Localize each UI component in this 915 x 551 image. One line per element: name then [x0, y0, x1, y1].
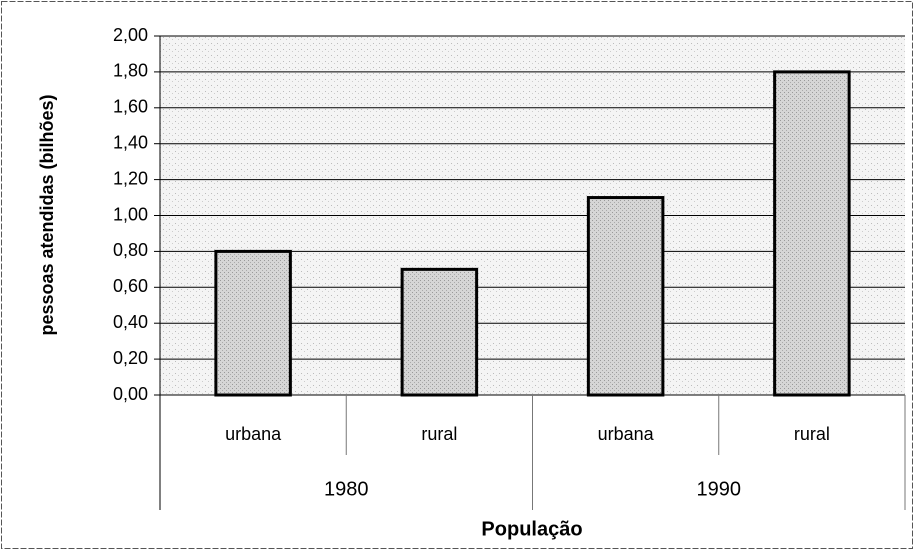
bar: [773, 70, 851, 397]
bar: [586, 196, 665, 397]
y-tick-label: 1,80: [113, 61, 148, 81]
bar: [400, 267, 479, 397]
y-tick-label: 2,00: [113, 25, 148, 45]
y-tick-label: 1,40: [113, 132, 148, 152]
y-axis-title: pessoas atendidas (bilhões): [37, 94, 57, 335]
y-tick-label: 1,20: [113, 168, 148, 188]
y-tick-label: 0,00: [113, 384, 148, 404]
y-tick-label: 0,20: [113, 348, 148, 368]
y-tick-label: 1,00: [113, 204, 148, 224]
x-tick-label: urbana: [598, 424, 655, 444]
y-tick-label: 0,80: [113, 240, 148, 260]
group-label: 1980: [324, 478, 369, 500]
x-tick-label: rural: [421, 424, 457, 444]
group-label: 1990: [697, 478, 742, 500]
y-tick-label: 0,40: [113, 312, 148, 332]
x-tick-label: urbana: [225, 424, 282, 444]
y-tick-label: 0,60: [113, 276, 148, 296]
x-axis-title: População: [481, 518, 582, 540]
bar: [214, 249, 292, 397]
y-tick-label: 1,60: [113, 97, 148, 117]
x-tick-label: rural: [794, 424, 830, 444]
